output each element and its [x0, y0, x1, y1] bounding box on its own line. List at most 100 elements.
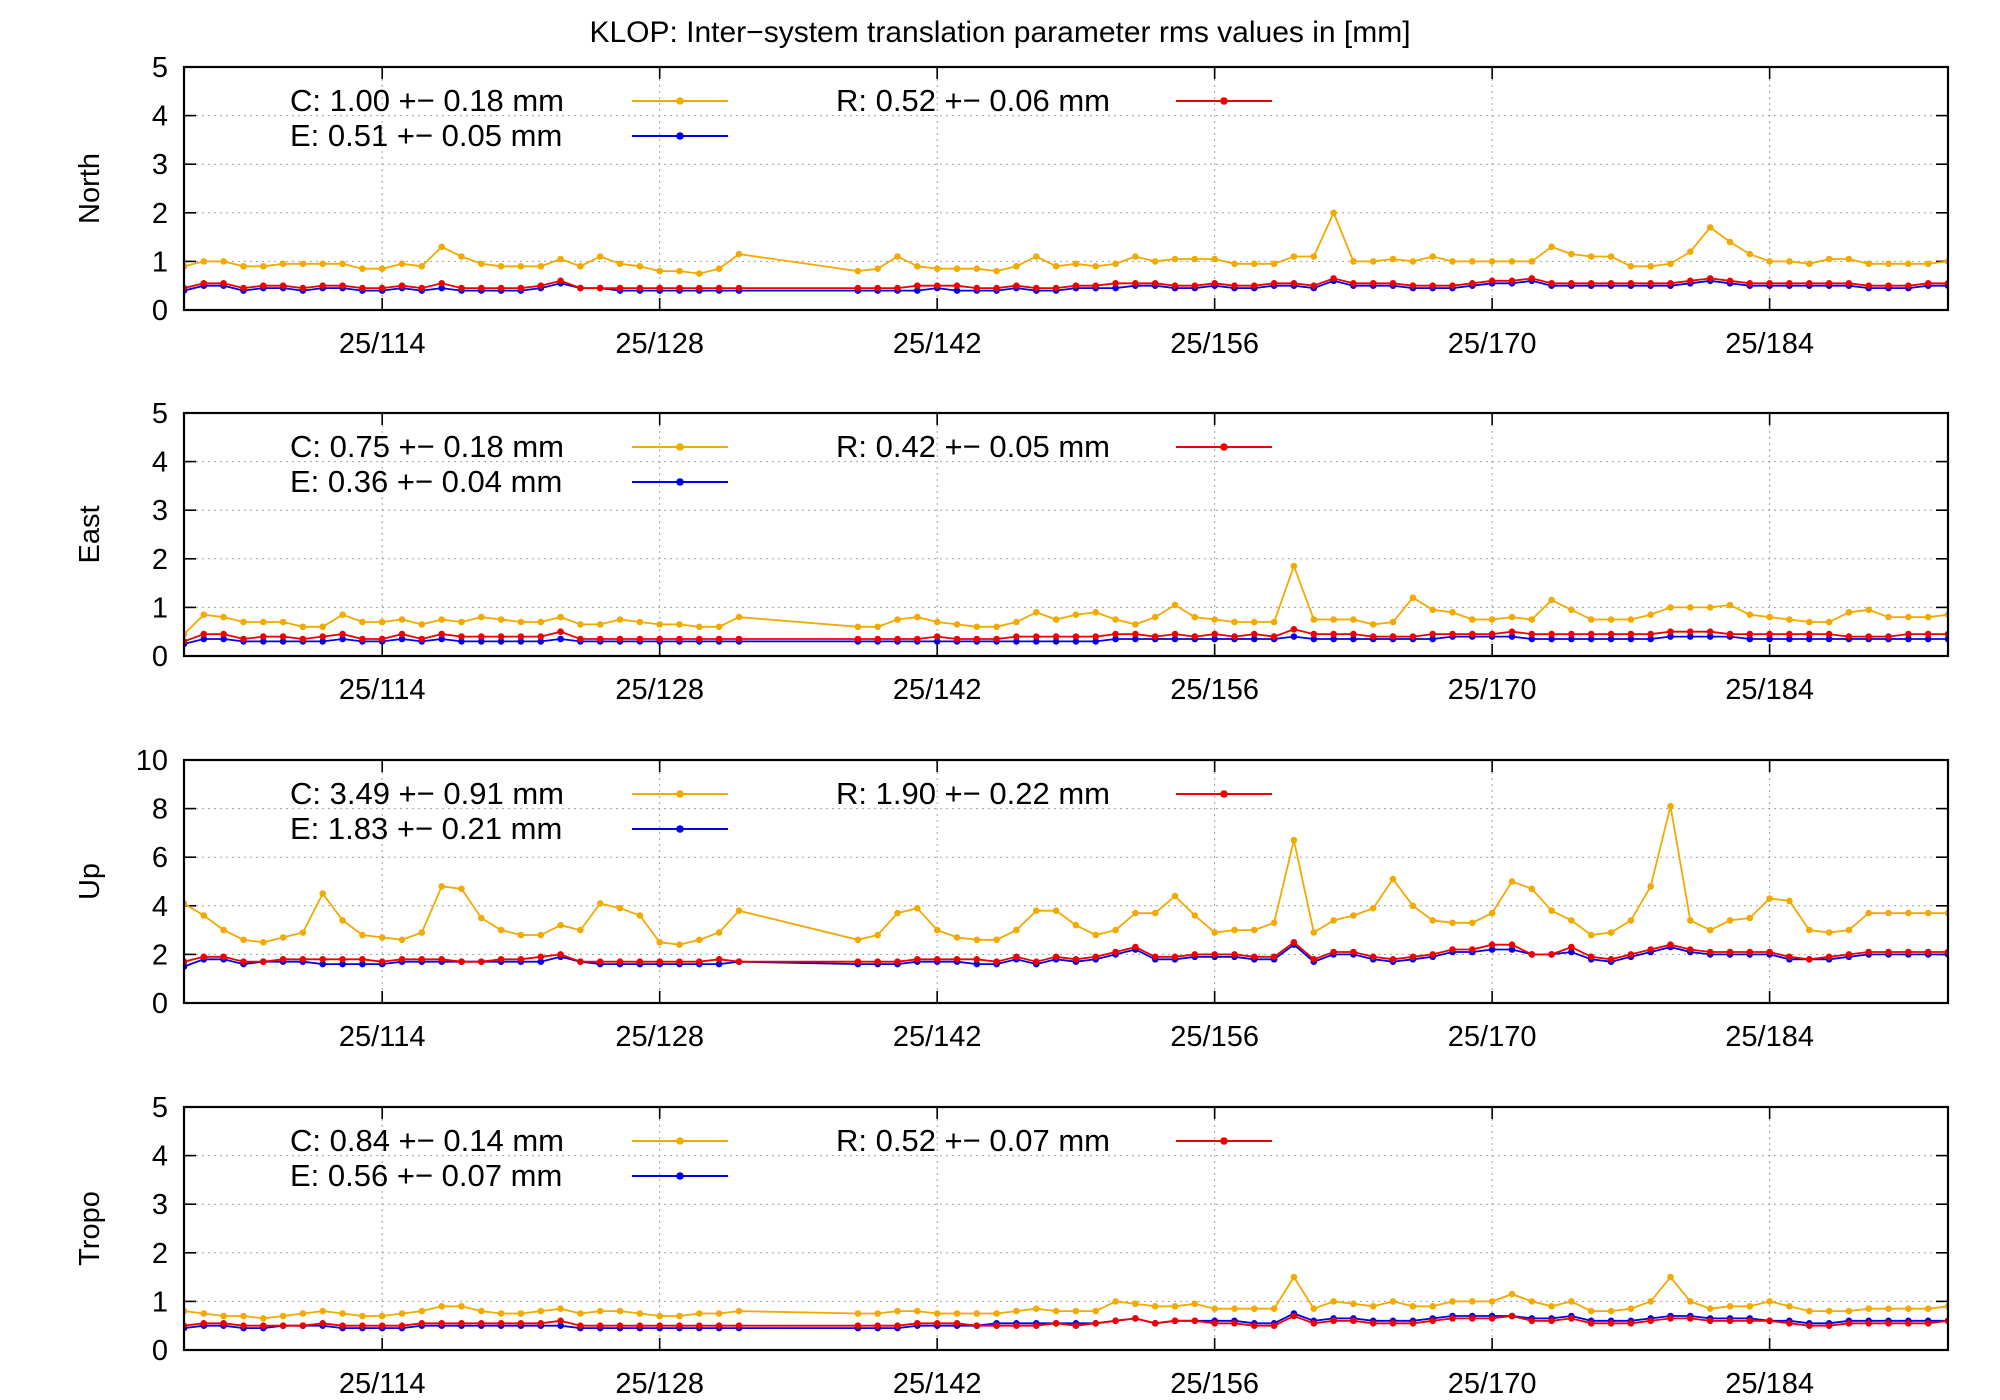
series-r-point	[1885, 948, 1892, 956]
series-r-point	[1667, 628, 1674, 635]
series-c-point	[914, 1307, 921, 1315]
series-c-point	[1766, 1298, 1773, 1305]
series-c-point	[1270, 1305, 1278, 1312]
series-c-point	[1092, 263, 1099, 270]
series-e-line	[184, 1312, 1948, 1329]
series-r-point	[1607, 1320, 1615, 1327]
legend-r-marker	[1220, 443, 1228, 451]
series-r-point	[1587, 280, 1595, 287]
series-r-point	[1389, 1320, 1397, 1327]
series-r-point	[438, 1320, 446, 1327]
series-c-point	[1449, 919, 1456, 927]
series-c-point	[676, 1312, 683, 1320]
series-c-point	[1706, 224, 1714, 231]
series-c-point	[497, 616, 505, 623]
series-e-point	[1825, 635, 1833, 643]
series-c-point	[1924, 909, 1932, 917]
series-c-point	[953, 621, 961, 628]
series-r-point	[1548, 951, 1555, 958]
y-axis-label: Up	[74, 863, 106, 900]
series-c-point	[973, 1310, 981, 1317]
series-r-point	[1706, 948, 1714, 956]
series-r-point	[854, 1322, 862, 1329]
series-r-point	[200, 953, 208, 961]
series-r-point	[735, 958, 743, 965]
series-r-point	[438, 956, 446, 963]
series-r-point	[1369, 953, 1377, 961]
series-c-point	[319, 890, 327, 897]
series-e-point	[1013, 638, 1020, 645]
series-c-point	[1191, 1300, 1199, 1308]
series-c-point	[1290, 562, 1298, 570]
series-c-point	[1746, 611, 1754, 618]
series-c-point	[220, 258, 227, 265]
series-r-point	[1528, 1317, 1536, 1325]
series-r-point	[1924, 630, 1932, 638]
series-c-point	[656, 939, 663, 946]
series-c-point	[478, 1307, 485, 1315]
series-c-point	[1112, 1298, 1119, 1305]
series-e-point	[478, 638, 485, 645]
series-e-point	[279, 638, 287, 645]
y-tick-label: 10	[136, 745, 168, 777]
series-r-point	[1191, 951, 1199, 958]
series-r-point	[676, 1322, 683, 1329]
series-r-point	[1766, 280, 1773, 287]
series-c-point	[596, 900, 604, 907]
series-c-point	[1607, 253, 1615, 260]
series-r-point	[1290, 626, 1298, 633]
series-c-point	[1211, 929, 1218, 936]
series-r-point	[1627, 1320, 1635, 1327]
series-c-point	[240, 936, 247, 944]
series-c-point	[696, 270, 703, 277]
series-c-point	[1330, 616, 1337, 623]
series-c-point	[458, 885, 465, 893]
series-e-point	[1528, 635, 1536, 643]
series-c-point	[1092, 609, 1099, 616]
series-e-point	[1786, 635, 1793, 643]
series-c-point	[1746, 914, 1754, 922]
series-c-point	[1806, 260, 1813, 268]
series-r-point	[478, 1320, 485, 1327]
series-r-point	[1687, 628, 1694, 635]
series-c-point	[240, 1312, 247, 1320]
series-c-point	[1706, 1305, 1714, 1312]
series-c-point	[1607, 929, 1615, 936]
series-c-point	[1151, 909, 1159, 917]
legend-c-label: C: 3.49 +− 0.91 mm	[290, 776, 564, 811]
series-e-point	[1924, 635, 1932, 643]
series-r-point	[1033, 1322, 1040, 1329]
plot-data	[184, 802, 1948, 970]
series-r-point	[1786, 1320, 1793, 1327]
series-r-point	[1905, 630, 1912, 638]
series-r-point	[1330, 1317, 1337, 1325]
series-e-point	[458, 638, 465, 645]
series-c-point	[1905, 1305, 1912, 1312]
x-tick-label: 25/128	[615, 1368, 704, 1400]
series-r-point	[894, 284, 901, 292]
series-c-point	[973, 623, 981, 631]
series-r-point	[1151, 280, 1159, 287]
series-c-point	[260, 618, 267, 626]
series-c-point	[359, 618, 366, 626]
legend-r-label: R: 1.90 +− 0.22 mm	[836, 776, 1110, 811]
series-e-point	[438, 635, 446, 643]
series-r-point	[1508, 941, 1516, 948]
series-r-point	[517, 956, 525, 963]
series-r-point	[299, 284, 307, 292]
series-r-point	[1369, 633, 1377, 640]
series-c-point	[1013, 263, 1020, 270]
series-r-point	[596, 958, 604, 965]
series-c-point	[715, 929, 723, 936]
series-r-point	[993, 1322, 1000, 1329]
series-c-point	[1548, 1303, 1555, 1310]
y-tick-label: 6	[152, 842, 168, 874]
legend-e-marker	[676, 478, 684, 486]
series-r-point	[1845, 951, 1853, 958]
series-c-point	[458, 1303, 465, 1310]
series-c-point	[894, 253, 901, 260]
series-c-point	[1151, 258, 1159, 265]
series-r-point	[1568, 630, 1575, 638]
series-r-point	[1627, 280, 1635, 287]
series-r-point	[1350, 280, 1357, 287]
